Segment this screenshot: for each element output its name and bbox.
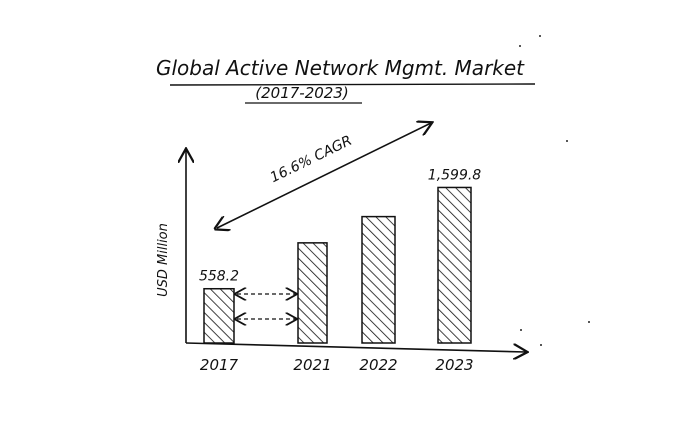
title-underline: [169, 83, 536, 86]
x-tick-label-2017: 2017: [200, 356, 239, 374]
decorative-dots: [519, 35, 590, 346]
x-axis: [185, 342, 526, 352]
x-tick-label-2021: 2021: [293, 356, 331, 374]
cagr-label: 16.6% CAGR: [268, 133, 355, 186]
bar-2021: [297, 242, 328, 344]
bar-2023: [437, 186, 472, 344]
data-label-2023: 1,599.8: [428, 167, 482, 183]
bar-2022: [361, 215, 396, 344]
x-tick-label-2022: 2022: [359, 356, 397, 374]
bars-group: 2017 558.2 2021 2022 2023 1,599.8: [199, 167, 481, 374]
bar-2017: [203, 287, 235, 344]
data-label-2017: 558.2: [199, 269, 239, 285]
cagr-arrow: [217, 123, 431, 228]
x-tick-label-2023: 2023: [435, 356, 473, 374]
chart-subtitle: (2017-2023): [255, 84, 348, 102]
y-axis-label: USD Million: [156, 223, 171, 297]
chart-title: Global Active Network Mgmt. Market: [156, 56, 525, 80]
